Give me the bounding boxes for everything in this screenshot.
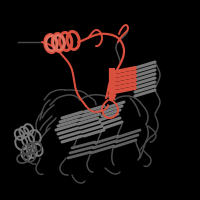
Polygon shape — [108, 95, 116, 100]
